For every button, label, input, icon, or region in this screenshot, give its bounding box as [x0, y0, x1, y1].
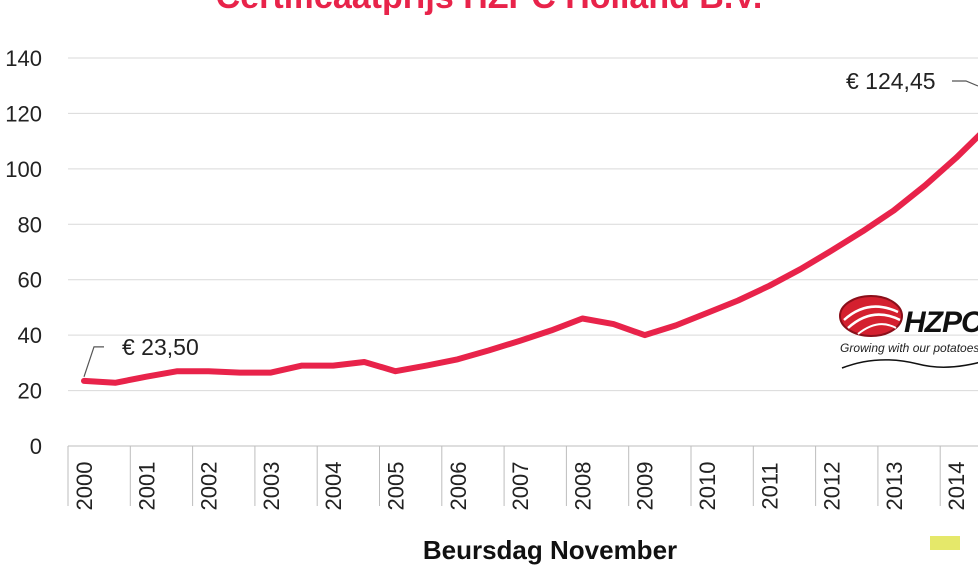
x-tick-label: 2008 — [570, 462, 595, 511]
y-tick-label: 0 — [30, 434, 42, 459]
y-tick-label: 140 — [5, 46, 42, 71]
y-tick-label: 80 — [18, 212, 42, 237]
logo-swoosh — [838, 354, 978, 378]
x-tick-label: 2013 — [882, 462, 907, 511]
x-tick-label: 2002 — [197, 462, 222, 511]
y-tick-label: 60 — [18, 268, 42, 293]
x-tick-label: 2011 — [757, 462, 782, 509]
annotation-leader — [84, 347, 104, 377]
hzpc-logo: HZPC Growing with our potatoes — [838, 292, 978, 372]
potato-globe-icon — [838, 294, 908, 342]
annotation-label: € 124,45 — [846, 68, 936, 94]
y-tick-label: 20 — [18, 379, 42, 404]
x-tick-label: 2010 — [695, 462, 720, 511]
y-tick-label: 40 — [18, 323, 42, 348]
x-tick-label: 2004 — [321, 462, 346, 511]
x-axis-label: Beursdag November — [0, 535, 978, 566]
x-tick-label: 2006 — [446, 462, 471, 511]
logo-tagline: Growing with our potatoes — [840, 341, 978, 355]
corner-mark — [930, 536, 960, 550]
x-tick-label: 2003 — [259, 462, 284, 511]
x-tick-label: 2001 — [134, 462, 159, 511]
x-tick-label: 2012 — [820, 462, 845, 511]
y-tick-label: 100 — [5, 157, 42, 182]
annotation-label: € 23,50 — [122, 334, 199, 360]
x-tick-label: 2000 — [72, 462, 97, 511]
x-tick-label: 2014 — [944, 462, 969, 511]
x-tick-label: 2007 — [508, 462, 533, 511]
x-tick-label: 2009 — [633, 462, 658, 511]
annotation-leader — [952, 81, 978, 86]
line-chart: 0 20 40 60 80 100 120 140 2000 2001 2002 2003 2004 2… — [0, 0, 978, 550]
x-tick-label: 2005 — [384, 462, 409, 511]
y-tick-label: 120 — [5, 101, 42, 126]
logo-wordmark: HZPC — [904, 306, 978, 340]
